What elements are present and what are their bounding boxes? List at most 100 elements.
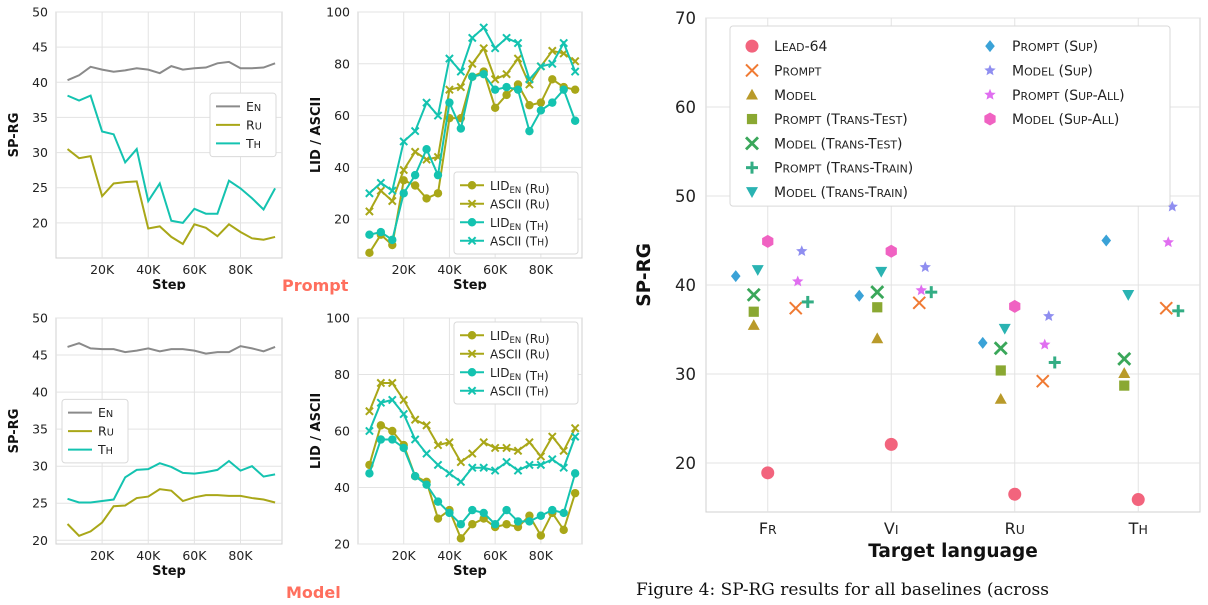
x-tick-label: RU bbox=[1005, 519, 1025, 538]
legend-label: LIDEN (RU) bbox=[490, 179, 550, 196]
data-point bbox=[502, 443, 511, 453]
data-point bbox=[547, 59, 557, 69]
y-axis-label: SP-RG bbox=[634, 243, 655, 307]
data-point bbox=[490, 85, 500, 94]
x-tick-label: FR bbox=[759, 519, 777, 538]
legend-label: LIDEN (TH) bbox=[490, 216, 549, 233]
legend-marker bbox=[984, 112, 996, 126]
data-point bbox=[433, 460, 443, 470]
legend-frame bbox=[61, 398, 129, 464]
data-point bbox=[570, 432, 580, 441]
data-point bbox=[456, 534, 466, 543]
data-point bbox=[410, 170, 420, 180]
legend-marker bbox=[984, 64, 996, 76]
data-point bbox=[456, 520, 466, 529]
data-point bbox=[513, 517, 523, 526]
data-point bbox=[490, 43, 500, 53]
series-line bbox=[67, 60, 276, 82]
data-point bbox=[871, 332, 884, 344]
y-tick-label: 80 bbox=[334, 367, 350, 382]
legend-label: PROMPT (SUP) bbox=[1012, 39, 1098, 55]
data-point bbox=[445, 437, 454, 447]
data-point bbox=[433, 497, 443, 506]
data-point bbox=[433, 111, 443, 120]
data-point bbox=[456, 477, 466, 487]
data-point bbox=[467, 33, 477, 43]
data-point bbox=[570, 469, 580, 478]
x-tick-label: 40K bbox=[136, 548, 161, 563]
legend-item: RU bbox=[216, 117, 262, 132]
y-tick-label: 80 bbox=[334, 56, 350, 71]
data-point bbox=[502, 505, 511, 515]
data-point bbox=[376, 398, 386, 408]
data-point bbox=[365, 230, 374, 239]
data-point bbox=[536, 452, 546, 461]
data-point bbox=[468, 505, 477, 515]
data-point bbox=[479, 463, 489, 473]
data-point bbox=[547, 432, 557, 441]
legend: LIDEN (RU)ASCII (RU) LIDEN (TH)ASCII (TH) bbox=[453, 171, 579, 255]
legend-item: ASCII (RU) bbox=[460, 347, 550, 361]
legend-label: ASCII (TH) bbox=[490, 384, 549, 398]
data-point bbox=[468, 72, 477, 81]
legend-item: LIDEN (TH) bbox=[460, 216, 549, 233]
data-point bbox=[762, 234, 774, 248]
y-tick-label: 50 bbox=[32, 5, 48, 20]
data-point bbox=[502, 69, 511, 79]
y-tick-label: 40 bbox=[334, 160, 350, 175]
legend-item: MODEL bbox=[746, 88, 817, 104]
x-tick-label: 60K bbox=[182, 262, 207, 277]
legend-item: MODEL (SUP) bbox=[984, 63, 1093, 79]
legend-label: LIDEN (RU) bbox=[490, 329, 550, 346]
data-point bbox=[433, 170, 443, 180]
data-point bbox=[502, 82, 511, 92]
data-point bbox=[789, 301, 803, 315]
legend-label: EN bbox=[246, 99, 261, 114]
legend-item: PROMPT (TRANS-TEST) bbox=[746, 112, 908, 128]
data-point bbox=[513, 85, 523, 94]
x-tick-label: 60K bbox=[182, 548, 207, 563]
data-point bbox=[445, 508, 454, 518]
legend-item: TH bbox=[68, 442, 113, 457]
data-point bbox=[536, 531, 546, 540]
y-axis-label: SP-RG bbox=[7, 409, 22, 454]
data-point bbox=[399, 165, 409, 175]
legend-label: MODEL (TRANS-TRAIN) bbox=[774, 185, 908, 201]
x-tick-label: 80K bbox=[228, 262, 253, 277]
legend-marker bbox=[467, 386, 477, 396]
y-tick-label: 60 bbox=[334, 424, 350, 439]
data-point bbox=[502, 33, 511, 43]
data-point bbox=[801, 295, 814, 308]
legend-label: RU bbox=[98, 424, 114, 439]
data-point bbox=[870, 285, 885, 300]
data-point bbox=[365, 188, 374, 198]
data-point bbox=[422, 194, 431, 203]
data-point bbox=[467, 449, 477, 458]
data-point bbox=[490, 75, 500, 84]
data-point bbox=[376, 227, 386, 237]
data-point bbox=[433, 440, 443, 450]
data-point bbox=[410, 181, 420, 190]
x-tick-label: 20K bbox=[392, 548, 417, 563]
legend-label: ASCII (TH) bbox=[490, 234, 549, 248]
y-tick-label: 20 bbox=[32, 215, 48, 230]
legend-marker bbox=[745, 136, 759, 151]
legend-marker bbox=[467, 349, 477, 359]
data-point bbox=[490, 103, 500, 113]
legend-item: MODEL (TRANS-TRAIN) bbox=[746, 185, 908, 201]
x-tick-label: 60K bbox=[483, 262, 508, 277]
data-point bbox=[547, 454, 557, 464]
figure-caption-fragment: Figure 4: SP-RG results for all baseline… bbox=[636, 580, 1049, 600]
legend-label: MODEL bbox=[774, 88, 817, 104]
data-point bbox=[1009, 299, 1021, 313]
data-point bbox=[445, 85, 454, 94]
series-line bbox=[67, 94, 276, 224]
data-point bbox=[792, 275, 804, 287]
data-point bbox=[388, 235, 397, 245]
y-tick-label: 70 bbox=[675, 9, 696, 28]
legend-item: LIDEN (TH) bbox=[460, 366, 549, 383]
data-point bbox=[570, 85, 580, 94]
legend-label: EN bbox=[98, 405, 113, 420]
data-point bbox=[912, 296, 926, 310]
data-point bbox=[422, 98, 431, 107]
